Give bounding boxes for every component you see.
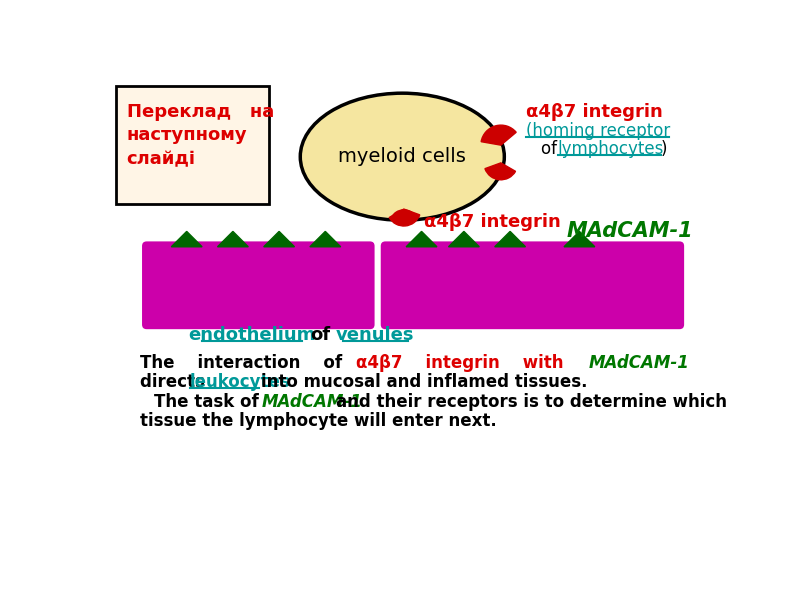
Text: venules: venules [336, 326, 414, 344]
Wedge shape [481, 125, 516, 145]
Text: endothelium: endothelium [189, 326, 316, 344]
Polygon shape [264, 232, 294, 247]
Polygon shape [171, 232, 202, 247]
Text: directs: directs [141, 373, 211, 391]
Polygon shape [310, 232, 341, 247]
Text: tissue the lymphocyte will enter next.: tissue the lymphocyte will enter next. [141, 412, 498, 430]
FancyBboxPatch shape [381, 241, 684, 329]
FancyBboxPatch shape [116, 86, 269, 205]
Polygon shape [449, 232, 479, 247]
Text: lymphocytes: lymphocytes [558, 140, 664, 158]
Text: Переклад   на: Переклад на [126, 103, 274, 121]
Text: The task of: The task of [154, 392, 259, 410]
Text: ): ) [661, 140, 667, 158]
Wedge shape [389, 209, 420, 226]
Text: and their receptors is to determine which: and their receptors is to determine whic… [336, 392, 727, 410]
Polygon shape [406, 232, 437, 247]
Text: (homing receptor: (homing receptor [526, 122, 670, 140]
Text: слайді: слайді [126, 151, 196, 169]
Text: MAdCAM-1: MAdCAM-1 [589, 354, 690, 372]
Text: leukocytes: leukocytes [190, 373, 290, 391]
FancyBboxPatch shape [142, 241, 374, 329]
Ellipse shape [300, 93, 504, 220]
Text: MAdCAM-1: MAdCAM-1 [566, 221, 694, 241]
Text: α4β7 integrin: α4β7 integrin [424, 213, 561, 231]
Text: The    interaction    of: The interaction of [141, 354, 342, 372]
Text: of: of [310, 326, 330, 344]
Wedge shape [391, 210, 416, 224]
Text: α4β7 integrin: α4β7 integrin [526, 103, 662, 121]
Text: of: of [541, 140, 562, 158]
Text: myeloid cells: myeloid cells [338, 147, 466, 166]
Wedge shape [485, 163, 515, 180]
Polygon shape [494, 232, 526, 247]
Text: MAdCAM-1: MAdCAM-1 [262, 392, 362, 410]
Text: into mucosal and inflamed tissues.: into mucosal and inflamed tissues. [262, 373, 588, 391]
Polygon shape [218, 232, 248, 247]
Polygon shape [564, 232, 594, 247]
Text: α4β7    integrin    with: α4β7 integrin with [356, 354, 563, 372]
Text: наступному: наступному [126, 126, 247, 144]
